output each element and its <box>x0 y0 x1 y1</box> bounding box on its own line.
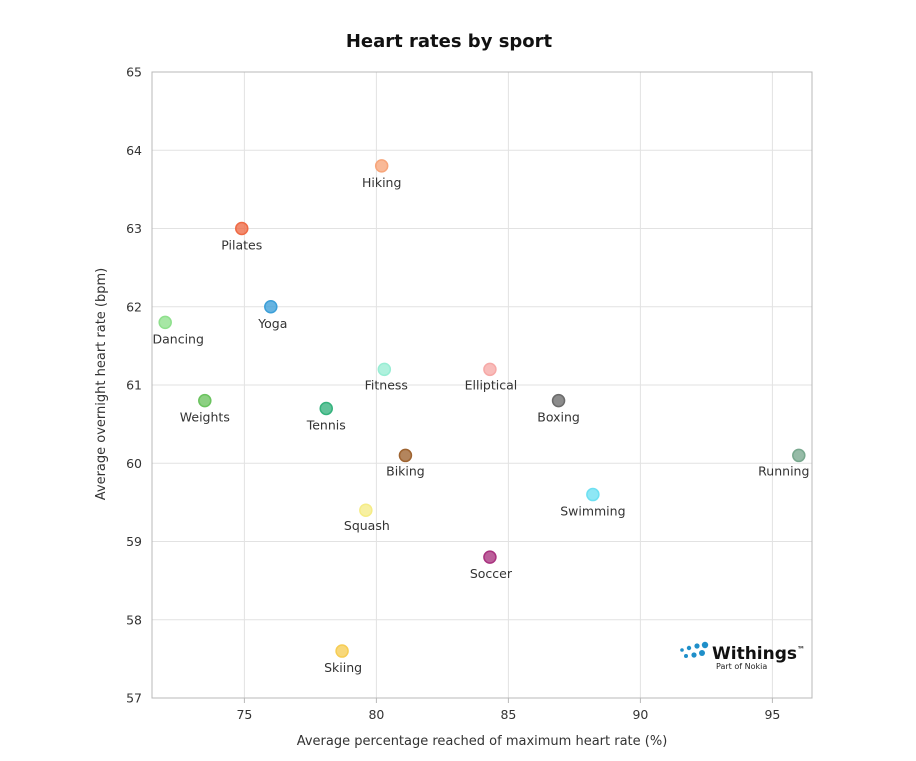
y-tick-label: 61 <box>126 378 142 393</box>
logo-dot <box>694 643 700 649</box>
data-point-tennis <box>319 401 333 416</box>
point-label-weights: Weights <box>180 410 230 425</box>
brand-tagline: Part of Nokia <box>716 662 767 671</box>
y-axis-label: Average overnight heart rate (bpm) <box>94 268 109 500</box>
logo-dot <box>701 641 709 649</box>
point-label-dancing: Dancing <box>152 331 203 346</box>
brand-name-text: Withings <box>712 644 797 664</box>
chart-title: Heart rates by sport <box>346 31 553 52</box>
data-point-skiing <box>335 644 349 658</box>
x-tick-label: 90 <box>632 707 648 722</box>
point-label-boxing: Boxing <box>537 410 580 425</box>
data-point-soccer <box>483 550 497 564</box>
point-label-tennis: Tennis <box>306 417 346 432</box>
point-label-skiing: Skiing <box>324 660 362 675</box>
point-label-yoga: Yoga <box>257 316 287 331</box>
brand-trademark: ™ <box>797 645 805 654</box>
data-point-running <box>792 448 806 463</box>
y-tick-label: 59 <box>126 534 142 549</box>
logo-dot <box>684 654 688 658</box>
data-point-dancing <box>158 315 172 330</box>
plot-area-frame <box>151 71 813 699</box>
data-point-fitness <box>377 362 392 377</box>
data-point-boxing <box>551 393 566 408</box>
point-label-pilates: Pilates <box>221 238 262 253</box>
point-label-running: Running <box>758 463 809 478</box>
y-tick-label: 64 <box>126 143 142 158</box>
data-point-labels: Hiking Pilates Yoga Dancing Fitness Elliptica… <box>152 175 809 675</box>
y-axis-ticks: 57 58 59 60 61 62 63 64 65 <box>126 65 142 706</box>
data-points <box>158 159 806 658</box>
y-tick-label: 63 <box>126 221 142 236</box>
x-tick-label: 80 <box>368 707 384 722</box>
y-tick-label: 65 <box>126 65 142 80</box>
data-point-swimming <box>586 487 600 502</box>
y-tick-label: 62 <box>126 299 142 314</box>
x-tick-label: 95 <box>764 707 780 722</box>
y-tick-label: 60 <box>126 456 142 471</box>
y-tick-label: 57 <box>126 691 142 706</box>
data-point-squash <box>359 503 373 517</box>
x-axis-label: Average percentage reached of maximum he… <box>297 734 668 749</box>
data-point-pilates <box>235 221 249 236</box>
withings-dots-logo-icon <box>680 641 709 658</box>
logo-dot <box>691 652 697 658</box>
point-label-biking: Biking <box>386 463 425 478</box>
point-label-swimming: Swimming <box>560 504 625 519</box>
data-point-elliptical <box>483 362 497 377</box>
data-point-weights <box>198 393 212 408</box>
brand-name: Withings™ <box>712 644 805 664</box>
logo-dot <box>686 645 692 651</box>
point-label-soccer: Soccer <box>470 566 513 581</box>
data-point-hiking <box>374 159 389 173</box>
logo-dot <box>680 648 684 652</box>
y-tick-label: 58 <box>126 612 142 627</box>
data-point-biking <box>398 448 413 463</box>
point-label-elliptical: Elliptical <box>465 377 518 392</box>
data-point-yoga <box>264 300 278 314</box>
brand-watermark: Withings™ Part of Nokia <box>680 641 805 671</box>
x-axis-ticks: 75 80 85 90 95 <box>236 698 780 722</box>
point-label-hiking: Hiking <box>362 175 401 190</box>
point-label-fitness: Fitness <box>365 377 408 392</box>
point-label-squash: Squash <box>344 518 390 533</box>
logo-dot <box>699 650 705 656</box>
x-tick-label: 75 <box>236 707 252 722</box>
x-tick-label: 85 <box>500 707 516 722</box>
